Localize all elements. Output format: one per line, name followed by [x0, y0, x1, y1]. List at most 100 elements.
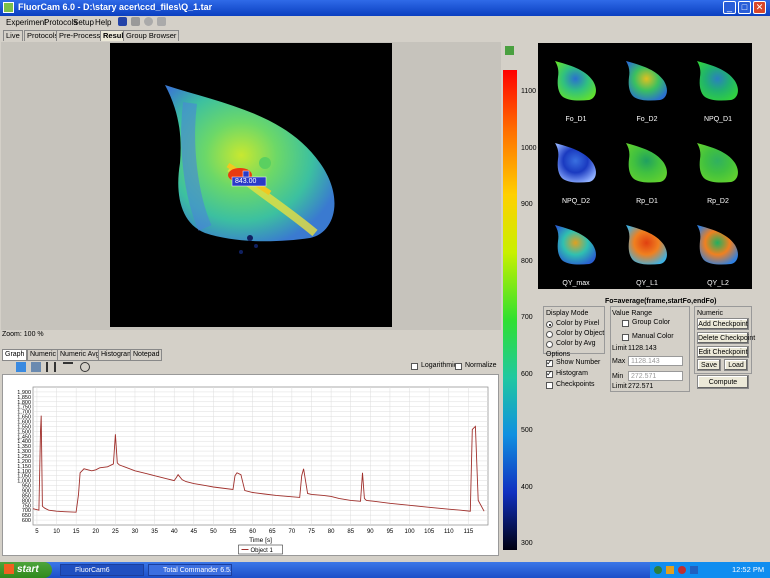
y-tick-label: 1,900 [17, 390, 31, 396]
x-tick-label: 30 [132, 529, 139, 535]
camera-icon[interactable] [118, 17, 127, 26]
menu-bar: Experiment Protocols Setup Help [0, 16, 770, 30]
thumbnail-npq-d2[interactable]: NPQ_D2 [541, 127, 611, 207]
min-input[interactable]: 272.571 [628, 371, 683, 381]
menu-protocols[interactable]: Protocols [44, 18, 78, 27]
tray-icon[interactable] [690, 566, 698, 574]
x-tick-label: 55 [230, 529, 237, 535]
tab-group-browser[interactable]: Group Browser [123, 30, 180, 41]
colorbar-settings-icon[interactable] [505, 46, 514, 55]
y-tick-label: 1,200 [17, 459, 31, 465]
menu-help[interactable]: Help [95, 18, 112, 27]
show-number-checkbox[interactable] [546, 358, 553, 367]
y-tick-label: 1,600 [17, 420, 31, 426]
edit-checkpoint-button[interactable]: Edit Checkpoint [697, 346, 749, 358]
start-button[interactable]: start [0, 562, 52, 578]
thumbnail-qy-l1[interactable]: QY_L1 [612, 209, 682, 289]
fluorescence-image[interactable]: 843.00 [110, 43, 392, 327]
colorbar-tick-label: 600 [521, 370, 533, 378]
legend-box [238, 544, 283, 555]
histogram-checkbox[interactable] [546, 369, 553, 378]
colorbar-tick-label: 1100 [521, 88, 537, 95]
x-tick-label: 10 [53, 529, 60, 535]
y-tick-label: 1,150 [17, 464, 31, 470]
thumbnail-fo-d1[interactable]: Fo_D1 [541, 45, 611, 125]
thumbnail-label: NPQ_D1 [703, 116, 732, 123]
tray-icon[interactable] [678, 566, 686, 574]
formula-text: Fo=average(frame,startFo,endFo) [605, 298, 717, 305]
checkpoints-label: Checkpoints [556, 381, 595, 388]
tray-icon[interactable] [666, 566, 674, 574]
thumbnail-qy-l2[interactable]: QY_L2 [683, 209, 753, 289]
tray-icon[interactable] [654, 566, 662, 574]
cursor-vertical-icon[interactable] [46, 362, 56, 372]
load-button[interactable]: Load [724, 359, 748, 371]
color-by-pixel-radio[interactable] [546, 321, 553, 328]
y-tick-label: 1,800 [17, 400, 31, 406]
thumbnail-label: Fo_D2 [636, 116, 658, 123]
globe-icon[interactable] [144, 17, 153, 26]
thumbnail-rp-d1[interactable]: Rp_D1 [612, 127, 682, 207]
checkpoints-checkbox[interactable] [546, 382, 553, 389]
color-by-object-radio[interactable] [546, 331, 553, 338]
legend-label: Object 1 [251, 548, 274, 554]
minimize-button[interactable]: _ [723, 1, 736, 14]
crosshair-icon[interactable] [80, 362, 90, 372]
cursor-horizontal-icon[interactable] [63, 362, 73, 372]
colorbar-tick-label: 900 [521, 201, 533, 208]
x-tick-label: 20 [92, 529, 99, 535]
thumbnail-label: Rp_D2 [707, 198, 729, 205]
thumbnail-label: Rp_D1 [636, 198, 658, 205]
thumbnail-label: NPQ_D2 [561, 198, 590, 205]
add-checkpoint-button[interactable]: Add Checkpoint [697, 318, 749, 330]
thumbnail-rp-d2[interactable]: Rp_D2 [683, 127, 753, 207]
tab-notepad[interactable]: Notepad [130, 349, 163, 361]
colorbar-tick-label: 700 [521, 314, 533, 321]
close-button[interactable]: ✕ [753, 1, 766, 14]
y-tick-label: 700 [22, 508, 31, 514]
y-tick-label: 1,550 [17, 424, 31, 430]
leaf-image [165, 85, 335, 254]
thumbnail-leaf [697, 225, 738, 265]
save-button[interactable]: Save [697, 359, 721, 371]
colorbar-tick-label: 800 [521, 257, 533, 265]
chart-icon[interactable] [31, 362, 41, 372]
tab-histogram[interactable]: Histogram [98, 349, 136, 361]
menu-setup[interactable]: Setup [73, 18, 94, 27]
tab-live[interactable]: Live [3, 30, 23, 41]
manual-color-checkbox[interactable] [622, 334, 629, 341]
value-range-title: Value Range [612, 310, 652, 317]
taskbar-item-fluorcam[interactable]: FluorCam6 [60, 564, 144, 576]
x-tick-label: 80 [328, 529, 335, 535]
normalize-checkbox[interactable] [455, 363, 462, 370]
tab-graph[interactable]: Graph [2, 349, 28, 361]
thumbnail-qy-max[interactable]: QY_max [541, 209, 611, 289]
taskbar-item-total-commander[interactable]: Total Commander 6.5... [148, 564, 232, 576]
maximize-button[interactable]: □ [738, 1, 751, 14]
thumbnail-npq-d1[interactable]: NPQ_D1 [683, 45, 753, 125]
menu-experiment[interactable]: Experiment [6, 18, 47, 27]
display-mode-title: Display Mode [546, 310, 589, 317]
system-tray: 12:52 PM [650, 562, 770, 578]
flash-icon[interactable] [131, 17, 140, 26]
thumbnail-leaf [555, 61, 596, 101]
logarithmic-checkbox[interactable] [411, 363, 418, 370]
x-tick-label: 25 [112, 529, 119, 535]
tab-numeric-avg[interactable]: Numeric Avg [57, 349, 103, 361]
show-number-label: Show Number [556, 359, 601, 366]
thumbnail-label: QY_L1 [636, 280, 658, 287]
group-color-checkbox[interactable] [622, 320, 629, 327]
y-tick-label: 1,050 [17, 474, 31, 480]
compute-button[interactable]: Compute [697, 375, 749, 389]
color-by-avg-radio[interactable] [546, 341, 553, 348]
delete-checkpoint-button[interactable]: Delete Checkpoint [697, 332, 755, 344]
colorbar-tick-label: 500 [521, 427, 533, 434]
tab-numeric[interactable]: Numeric [27, 349, 60, 361]
y-tick-label: 1,000 [17, 479, 31, 485]
limit-bottom-value: 272.571 [628, 383, 654, 390]
stop-icon[interactable] [157, 17, 166, 26]
export-icon[interactable] [16, 362, 26, 372]
logarithmic-label: Logarithmic [421, 362, 458, 369]
max-input[interactable]: 1128.143 [628, 356, 683, 366]
thumbnail-fo-d2[interactable]: Fo_D2 [612, 45, 682, 125]
